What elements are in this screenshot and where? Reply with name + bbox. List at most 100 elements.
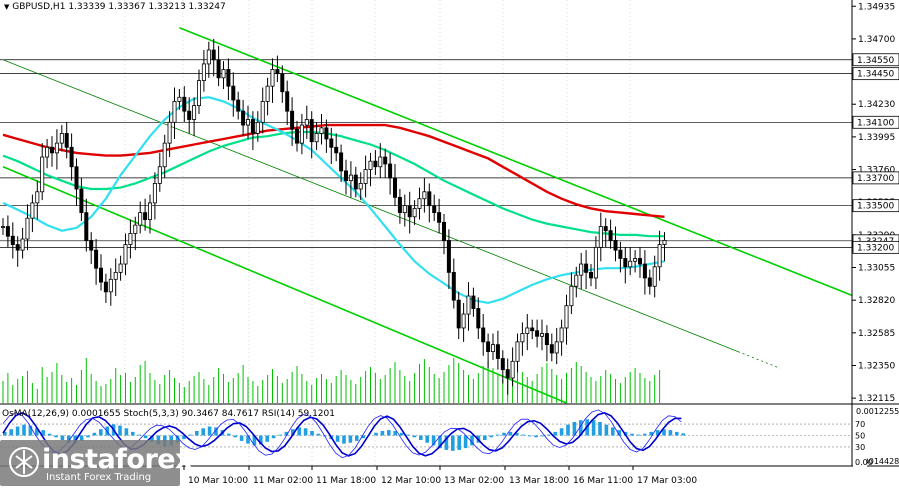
candle-body xyxy=(593,246,598,279)
osma-bar xyxy=(668,430,673,436)
osma-bar xyxy=(406,434,410,436)
osma-bar xyxy=(527,435,532,437)
candle-body xyxy=(108,278,113,293)
osma-bar xyxy=(572,422,577,436)
osma-bar xyxy=(118,425,122,436)
candle-body xyxy=(309,119,314,143)
candle-body xyxy=(236,99,241,112)
candle-body xyxy=(59,133,64,144)
level-label-text: 1.34550 xyxy=(857,56,894,66)
osma-max-label: 0.0012255 xyxy=(856,407,899,416)
candle-body xyxy=(402,205,407,214)
candle-body xyxy=(618,249,623,259)
candle-body xyxy=(35,191,40,204)
price-tick-label: 1.33055 xyxy=(858,264,895,274)
candle-body xyxy=(162,142,167,168)
candle-body xyxy=(339,152,344,172)
candle-body xyxy=(89,240,94,251)
osma-bar xyxy=(73,435,77,444)
time-label: 11 Mar 18:00 xyxy=(316,476,376,486)
osma-min-label: 0.0014428 xyxy=(856,457,899,466)
price-tick-label: 1.34230 xyxy=(858,100,895,110)
osma-bar xyxy=(201,428,205,436)
level-label: 1.34550 xyxy=(852,53,899,67)
indicator-level-label: 0.00 xyxy=(855,458,873,467)
osma-bar xyxy=(291,429,295,436)
candle-body xyxy=(250,119,255,134)
indicator-level-bg xyxy=(853,430,867,441)
osma-bar xyxy=(316,433,321,436)
osma-bar xyxy=(355,435,359,441)
osma-bar xyxy=(636,434,641,436)
level-label-text: 1.34450 xyxy=(857,70,894,80)
osma-bar xyxy=(227,433,231,436)
candle-body xyxy=(500,358,505,371)
candle-body xyxy=(5,226,10,237)
osma-bar xyxy=(591,420,596,436)
watermark-circle xyxy=(9,447,39,477)
symbol-label: GBPUSD,H1 xyxy=(12,2,66,12)
osma-bar xyxy=(399,432,404,436)
osma-bar xyxy=(131,431,135,436)
osma-bar xyxy=(86,435,90,438)
level-label: 1.33700 xyxy=(852,171,899,185)
osma-bar xyxy=(425,435,429,443)
candle-body xyxy=(481,327,486,343)
candle-body xyxy=(662,240,667,245)
candle-body xyxy=(422,191,427,200)
osma-bar xyxy=(335,435,340,442)
candle-body xyxy=(412,208,417,218)
time-label: 13 Mar 02:00 xyxy=(444,476,504,486)
osma-bar xyxy=(463,435,468,449)
osma-bar xyxy=(284,431,289,436)
level-label-box xyxy=(852,171,899,185)
candle-body xyxy=(15,244,20,251)
watermark-icon xyxy=(9,447,39,477)
candle-body xyxy=(324,127,329,140)
candle-body xyxy=(490,344,495,352)
level-label-box xyxy=(852,199,899,213)
watermark-background xyxy=(0,440,180,486)
osma-bar xyxy=(515,432,519,436)
time-axis-background xyxy=(0,467,899,488)
candle-body xyxy=(461,313,466,329)
candle-body xyxy=(299,124,304,144)
osma-bar xyxy=(419,435,423,440)
candle-body xyxy=(638,258,643,265)
candle-body xyxy=(30,202,35,219)
osma-bar xyxy=(297,427,301,436)
level-label: 1.34100 xyxy=(852,115,899,129)
candle-body xyxy=(20,238,25,251)
indicator-level-bg xyxy=(853,457,867,467)
chart-header: ▼ GBPUSD,H1 1.33339 1.33367 1.33213 1.33… xyxy=(4,2,226,12)
osma-bar xyxy=(534,435,538,438)
candle-body xyxy=(50,146,55,154)
candle-body xyxy=(343,170,348,182)
candle-body xyxy=(157,166,162,184)
osma-bar xyxy=(553,431,557,436)
osma-bar xyxy=(566,424,570,436)
osma-bar xyxy=(438,435,442,449)
candle-body xyxy=(397,196,402,214)
candle-body xyxy=(314,133,319,143)
candle-body xyxy=(471,295,476,309)
osma-bar xyxy=(495,434,500,436)
osma-bar xyxy=(214,427,218,436)
price-tick-label: 1.33760 xyxy=(858,166,895,176)
candle-body xyxy=(290,110,295,130)
osma-bar xyxy=(675,431,679,436)
time-label: 11 Mar 02:00 xyxy=(253,476,313,486)
osma-bar xyxy=(22,424,26,436)
osma-histogram xyxy=(3,419,685,451)
candle-body xyxy=(147,202,152,220)
candle-body xyxy=(657,244,662,268)
candle-body xyxy=(598,226,603,248)
candle-body xyxy=(231,85,236,101)
candle-body xyxy=(505,369,510,379)
candle-body xyxy=(280,73,285,93)
osma-bar xyxy=(278,434,282,436)
osma-bar xyxy=(79,435,84,441)
candle-body xyxy=(437,212,442,223)
